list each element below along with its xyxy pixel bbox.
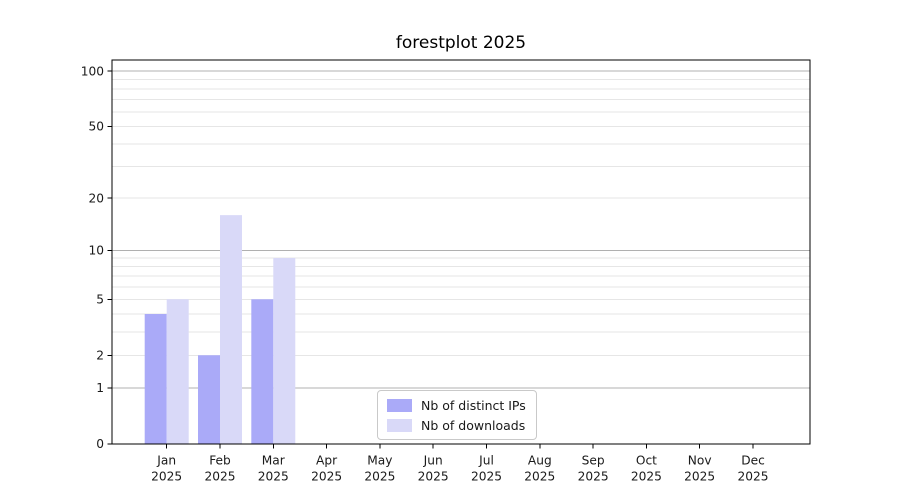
y-tick-label: 1 — [96, 381, 104, 395]
chart-title: forestplot 2025 — [395, 33, 527, 53]
bar-distinct-ips-jan — [144, 313, 167, 444]
x-tick-label-month: Aug — [528, 454, 552, 468]
x-tick-label-month: Jul — [478, 454, 494, 468]
y-tick-label: 100 — [81, 64, 104, 78]
bar-downloads-mar — [273, 257, 296, 444]
bar-distinct-ips-mar — [251, 299, 274, 444]
legend-item-downloads: Nb of downloads — [387, 417, 526, 433]
y-tick-label: 5 — [96, 292, 104, 306]
x-tick-label-month: Feb — [209, 454, 231, 468]
x-tick-label-year: 2025 — [151, 470, 182, 484]
bar-downloads-feb — [220, 215, 242, 444]
x-tick-label-year: 2025 — [311, 470, 342, 484]
x-tick-label-year: 2025 — [524, 470, 555, 484]
x-tick-label-year: 2025 — [631, 470, 662, 484]
legend-swatch-distinct-ips — [387, 398, 412, 412]
legend: Nb of distinct IPs Nb of downloads — [377, 390, 537, 440]
x-tick-label-month: May — [367, 454, 392, 468]
plot-border — [111, 59, 811, 445]
y-tick-label: 10 — [88, 243, 104, 257]
x-tick-label-year: 2025 — [364, 470, 395, 484]
y-tick-label: 2 — [96, 348, 104, 362]
x-tick-label-year: 2025 — [258, 470, 289, 484]
x-tick-label-year: 2025 — [204, 470, 235, 484]
x-tick-label-month: Mar — [262, 454, 286, 468]
y-tick-label: 20 — [88, 191, 104, 205]
y-tick-label: 0 — [96, 437, 104, 451]
legend-label-distinct-ips: Nb of distinct IPs — [421, 397, 526, 413]
x-tick-label-month: Oct — [636, 454, 657, 468]
x-tick-label-month: Jan — [156, 454, 176, 468]
x-tick-label-year: 2025 — [578, 470, 609, 484]
x-tick-label-year: 2025 — [684, 470, 715, 484]
bar-downloads-jan — [166, 299, 189, 444]
x-tick-label-month: Sep — [582, 454, 605, 468]
x-tick-label-month: Jun — [423, 454, 443, 468]
x-tick-label-year: 2025 — [418, 470, 449, 484]
legend-item-distinct-ips: Nb of distinct IPs — [387, 397, 526, 413]
x-tick-label-year: 2025 — [471, 470, 502, 484]
legend-label-downloads: Nb of downloads — [421, 417, 526, 433]
y-tick-label: 50 — [88, 120, 104, 134]
bar-distinct-ips-feb — [198, 355, 220, 444]
x-tick-label-year: 2025 — [737, 470, 768, 484]
x-tick-label-month: Dec — [741, 454, 765, 468]
x-tick-label-month: Apr — [316, 454, 338, 468]
legend-swatch-downloads — [387, 418, 412, 432]
x-tick-label-month: Nov — [688, 454, 712, 468]
